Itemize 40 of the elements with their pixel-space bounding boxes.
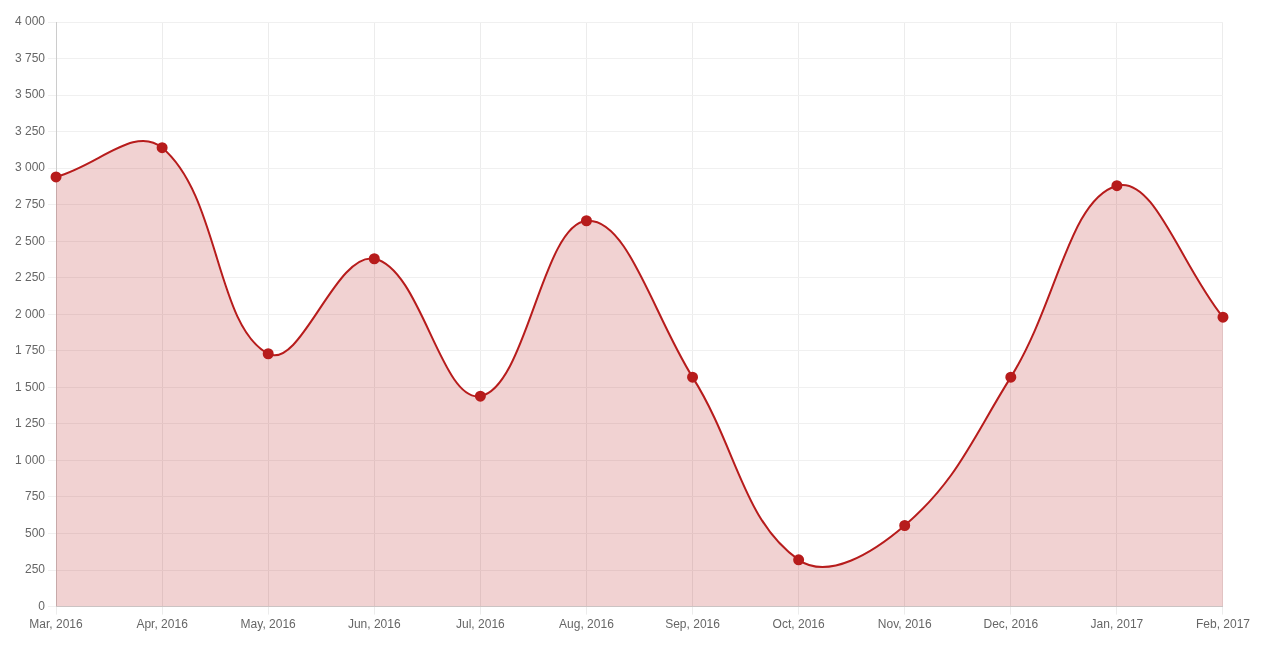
y-tick-label: 0 [38,598,46,613]
x-tick-label: Aug, 2016 [559,617,615,632]
x-tick-label: Sep, 2016 [665,617,721,632]
y-tick-label: 1 000 [15,452,46,467]
y-tick-label: 1 250 [15,416,46,431]
y-tick-label: 3 000 [15,160,46,175]
y-tick-label: 3 750 [15,50,46,65]
point [899,519,911,531]
point [156,142,168,154]
point [368,253,380,265]
y-tick-label: 500 [25,525,46,540]
y-tick-label: 2 500 [15,233,46,248]
point [1217,311,1229,323]
x-tick-label: May, 2016 [240,617,297,632]
y-tick-label: 1 750 [15,343,46,358]
x-tick-label: Feb, 2017 [1195,617,1251,632]
x-tick-label: Apr, 2016 [136,617,189,632]
x-tick-label: Jul, 2016 [456,617,506,632]
point [1111,180,1123,192]
y-tick-label: 2 750 [15,197,46,211]
point [793,554,805,566]
point [262,348,274,360]
y-tick-label: 2 250 [15,270,46,285]
y-tick-label: 2 000 [15,306,46,321]
x-tick-label: Mar, 2016 [29,617,84,632]
y-tick-label: 3 250 [15,123,46,138]
x-tick-label: Oct, 2016 [772,617,825,632]
y-tick-label: 250 [25,562,46,577]
point [580,215,592,227]
x-tick-label: Jan, 2017 [1090,617,1144,632]
y-tick-label: 3 500 [15,87,46,102]
point [474,390,486,402]
y-tick-label: 4 000 [15,14,46,29]
point [1005,371,1017,383]
x-tick-label: Dec, 2016 [983,617,1039,632]
y-tick-label: 750 [25,489,46,504]
x-tick-label: Nov, 2016 [877,617,932,632]
point [687,371,699,383]
x-tick-label: Jun, 2016 [347,617,401,632]
y-tick-label: 1 500 [15,379,46,394]
